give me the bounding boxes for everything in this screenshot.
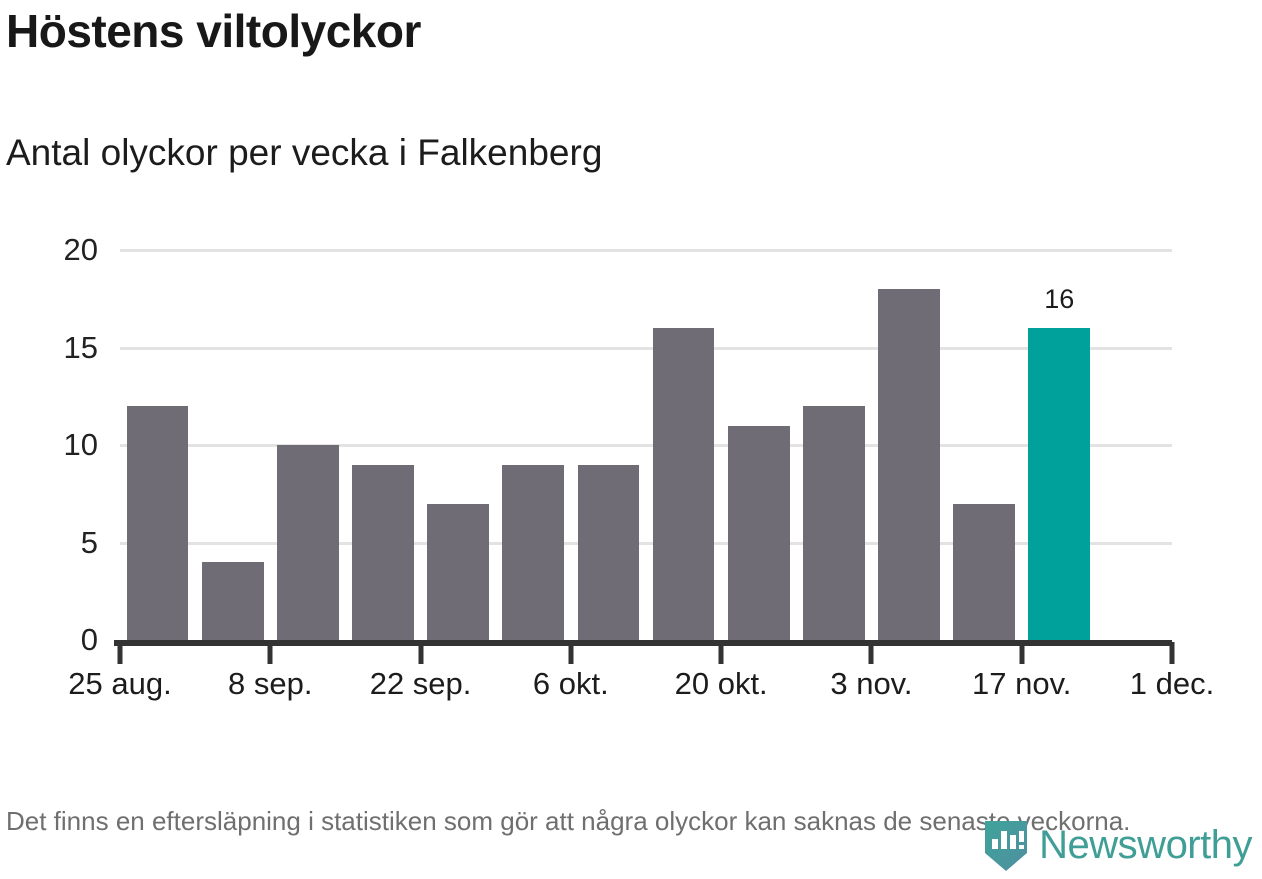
x-axis-ticks: 25 aug. 8 sep. 22 sep. 6 okt. 20 okt. 3 nov. 1… <box>0 640 1262 720</box>
x-axis-tick-mark <box>1169 642 1175 664</box>
x-axis-tick-label: 25 aug. <box>68 666 172 701</box>
bar[interactable] <box>502 464 565 640</box>
y-axis-tick-label: 10 <box>63 427 98 462</box>
y-axis-tick-label: 0 <box>80 622 98 657</box>
bar-value-label: 16 <box>1044 284 1075 314</box>
x-axis-tick-mark <box>868 642 874 664</box>
bar[interactable] <box>652 328 715 640</box>
bar[interactable] <box>803 406 865 640</box>
page-title: Höstens viltolyckor <box>6 5 421 57</box>
chart-subtitle: Antal olyckor per vecka i Falkenberg <box>6 132 603 173</box>
x-axis-tick-label: 6 okt. <box>532 666 609 701</box>
x-axis-tick-label: 1 dec. <box>1129 666 1215 701</box>
gridline <box>120 541 1172 545</box>
bar[interactable] <box>577 464 640 640</box>
bar[interactable] <box>953 503 1015 640</box>
newsworthy-pin-bars-icon <box>985 821 1028 871</box>
bar[interactable] <box>277 445 339 640</box>
bar[interactable] <box>126 406 189 640</box>
brand-name: Newsworthy <box>1039 823 1252 867</box>
bar[interactable] <box>727 425 790 640</box>
x-axis-tick-mark <box>418 642 424 664</box>
x-axis-tick-mark <box>1019 642 1025 664</box>
y-axis-tick-label: 5 <box>80 524 98 560</box>
bar[interactable] <box>201 562 264 640</box>
brand-logo: Newsworthy <box>983 819 1252 871</box>
x-axis-tick-label: 8 sep. <box>228 666 313 701</box>
x-axis-tick-label: 22 sep. <box>369 666 472 701</box>
x-axis-tick-label: 3 nov. <box>830 666 913 701</box>
bar[interactable] <box>427 503 489 640</box>
footnote: Det finns en eftersläpning i statistiken… <box>6 806 1131 836</box>
chart-plot-area: 0 5 10 15 20 16 25 aug. 8 sep. 22 sep. 6 okt. 20… <box>0 232 1262 720</box>
bar[interactable] <box>352 464 414 640</box>
y-axis-tick-label: 20 <box>63 232 98 267</box>
y-axis-ticks: 0 5 10 15 20 <box>0 232 98 657</box>
x-axis-tick-mark <box>267 642 273 664</box>
bars-group: 16 <box>120 250 1172 640</box>
gridline <box>120 346 1172 350</box>
y-axis-tick-label: 15 <box>63 329 98 365</box>
bar[interactable] <box>1028 328 1091 640</box>
gridlines-group <box>114 249 1172 646</box>
gridline <box>120 249 1172 252</box>
x-axis-tick-mark <box>117 642 123 664</box>
x-axis-tick-mark <box>568 642 574 664</box>
x-axis-tick-mark <box>718 642 724 664</box>
x-axis-line <box>114 640 1172 646</box>
bar[interactable] <box>878 289 940 640</box>
x-axis-tick-label: 20 okt. <box>674 666 768 701</box>
gridline <box>120 444 1172 447</box>
x-axis-tick-label: 17 nov. <box>972 666 1072 701</box>
